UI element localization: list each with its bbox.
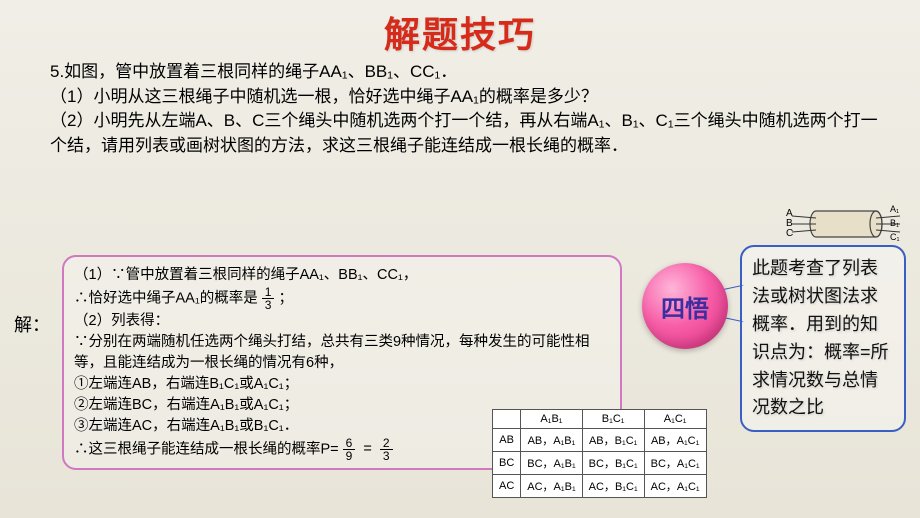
table-row: ABAB，A₁B₁AB，B₁C₁AB，A₁C₁	[493, 429, 707, 452]
page-title: 解题技巧	[0, 0, 920, 58]
label-C1: C₁	[890, 232, 900, 242]
insight-badge: 四悟	[642, 263, 728, 349]
table-header-row: A₁B₁ B₁C₁ A₁C₁	[493, 410, 707, 429]
badge-text: 四悟	[661, 289, 709, 324]
sol-line-2: ∴恰好选中绳子AA₁的概率是 13 ；	[74, 286, 610, 311]
th: B₁C₁	[582, 410, 644, 429]
note-text: 此题考查了列表法或树状图法求概率．用到的知识点为：概率=所求情况数与总情况数之比	[752, 258, 889, 417]
sol-line-1: （1）∵管中放置着三根同样的绳子AA₁、BB₁、CC₁，	[74, 265, 610, 286]
rope-diagram: A B C A₁ B₁ C₁	[784, 198, 904, 250]
th: A₁B₁	[521, 410, 582, 429]
problem-q2: （2）小明先从左端A、B、C三个绳头中随机选两个打一个结，再从右端A₁、B₁、C…	[50, 109, 890, 158]
problem-block: 5.如图，管中放置着三根同样的绳子AA₁、BB₁、CC₁． （1）小明从这三根绳…	[0, 58, 920, 159]
th: A₁C₁	[644, 410, 706, 429]
table-row: BCBC，A₁B₁BC，B₁C₁BC，A₁C₁	[493, 452, 707, 475]
outcome-table: A₁B₁ B₁C₁ A₁C₁ ABAB，A₁B₁AB，B₁C₁AB，A₁C₁ B…	[492, 409, 707, 498]
sol-line-5: ①左端连AB，右端连B₁C₁或A₁C₁；	[74, 374, 610, 395]
sol-line-4: ∵分别在两端随机任选两个绳头打结，总共有三类9种情况，每种发生的可能性相等，且能…	[74, 332, 610, 374]
label-C: C	[786, 228, 793, 239]
problem-q1: （1）小明从这三根绳子中随机选一根，恰好选中绳子AA₁的概率是多少？	[50, 85, 890, 110]
solution-label: 解：	[14, 311, 50, 337]
table-row: ACAC，A₁B₁AC，B₁C₁AC，A₁C₁	[493, 475, 707, 498]
th	[493, 410, 521, 429]
label-B1: B₁	[890, 218, 899, 228]
problem-stem: 5.如图，管中放置着三根同样的绳子AA₁、BB₁、CC₁．	[50, 60, 890, 85]
sol-line-3: （2）列表得：	[74, 311, 610, 332]
note-box: 此题考查了列表法或树状图法求概率．用到的知识点为：概率=所求情况数与总情况数之比	[740, 245, 906, 432]
label-A1: A₁	[890, 204, 899, 214]
